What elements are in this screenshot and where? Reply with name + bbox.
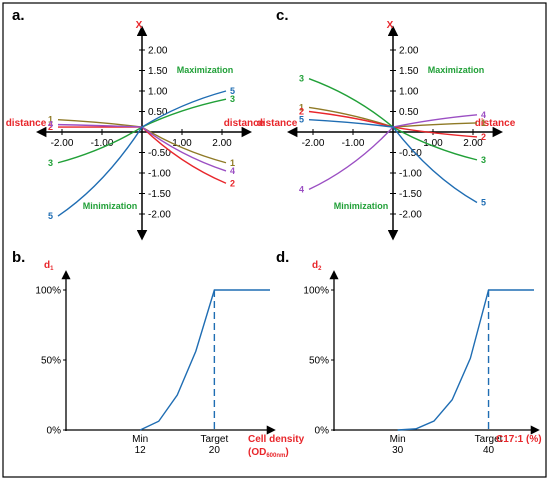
panel-c-ytick-label: -0.50 <box>399 148 422 159</box>
panel-d-ylabel-sub: 2 <box>318 266 322 272</box>
panel-c-xtick-label: -1.00 <box>342 138 365 149</box>
panel-d-category-value: 30 <box>392 445 404 456</box>
panel-a-ytick-label: 1.50 <box>148 66 168 77</box>
panel-c-series-1-end-label: 1 <box>481 118 486 128</box>
panel-c-ytick-label: 1.50 <box>399 66 419 77</box>
panel-a-xtick-label: 1.00 <box>172 138 192 149</box>
panel-c-series-5-start-label: 5 <box>299 115 304 125</box>
panel-a-series-5-end-label: 5 <box>230 86 235 96</box>
panel-b-xlabel-close: ) <box>285 447 288 458</box>
panel-a-series-2-start-label: 2 <box>48 122 53 132</box>
panel-b-xlabel: Cell density <box>248 434 305 445</box>
panel-d-ytick-label: 100% <box>303 286 329 297</box>
panel-d-category-value: 40 <box>483 445 495 456</box>
panel-a-xlabel-left: distance <box>6 118 47 129</box>
panel-a-xlabel-right: distance <box>224 118 265 129</box>
panel-c-series-3-end-label: 3 <box>481 155 486 165</box>
panel-c-series-4-start-label: 4 <box>299 184 304 194</box>
panel-b-ylabel-sub: 1 <box>50 266 54 272</box>
panel-c-ytick-label: 2.00 <box>399 46 419 57</box>
panel-b-category-label: Min <box>132 434 148 445</box>
panel-a-series-1-start-label: 1 <box>48 115 53 125</box>
panel-b-category-label: Target <box>200 434 228 445</box>
panel-b-letter: b. <box>12 249 25 266</box>
panel-c-xtick-label: 2.00 <box>463 138 483 149</box>
panel-c-series-2-start-label: 2 <box>299 107 304 117</box>
panel-c-ytick-label: -1.50 <box>399 189 422 200</box>
panel-d-letter: d. <box>276 249 289 266</box>
panel-c-xlabel-right: distance <box>475 118 516 129</box>
panel-b-ylabel: d1 <box>44 260 54 272</box>
panel-b-xlabel-sub: 600nm <box>266 453 285 459</box>
panel-a-ytick-label: -1.50 <box>148 189 171 200</box>
panel-d-xlabel: C17:1 (%) <box>496 434 542 445</box>
panel-c-series-4-end-label: 4 <box>481 110 486 120</box>
panel-a-letter: a. <box>12 7 25 24</box>
panel-c-series-3-start-label: 3 <box>299 74 304 84</box>
panel-b-ytick-label: 50% <box>41 356 61 367</box>
panel-c-ytick-label: -2.00 <box>399 210 422 221</box>
panel-c-ytick-label: -1.00 <box>399 169 422 180</box>
panel-a-xtick-label: 2.00 <box>212 138 232 149</box>
panel-c-ytick-label: 1.00 <box>399 87 419 98</box>
panel-b-ytick-label: 0% <box>47 426 62 437</box>
panel-b-desirability-line <box>139 289 270 431</box>
panel-c-series-2-end-label: 2 <box>481 132 486 142</box>
panel-d-ytick-label: 0% <box>315 426 330 437</box>
panel-c-ytick-label: 0.50 <box>399 107 419 118</box>
panel-a-series-2-end-label: 2 <box>230 178 235 188</box>
panel-a-ytick-label: -2.00 <box>148 210 171 221</box>
panel-c-series-5-line <box>308 119 478 204</box>
panel-a-series-1-end-label: 1 <box>230 158 235 168</box>
panel-a-xtick-label: -1.00 <box>91 138 114 149</box>
panel-c-series-5-end-label: 5 <box>481 198 486 208</box>
panel-a-ytick-label: 1.00 <box>148 87 168 98</box>
panel-b-category-value: 20 <box>209 445 221 456</box>
panel-c-xlabel-left: distance <box>257 118 298 129</box>
panel-a-ytick-label: -1.00 <box>148 169 171 180</box>
panel-a-annotation-top: Maximization <box>177 65 234 75</box>
panel-a-series-5-start-label: 5 <box>48 211 53 221</box>
panel-d-ylabel: d2 <box>312 260 322 272</box>
panel-b-ytick-label: 100% <box>35 286 61 297</box>
panel-a-series-4-start-label: 4 <box>48 120 53 130</box>
panel-a-series-3-start-label: 3 <box>48 158 53 168</box>
panel-c-xtick-label: 1.00 <box>423 138 443 149</box>
panel-c-annotation-bottom: Minimization <box>334 201 389 211</box>
panel-c-annotation-top: Maximization <box>428 65 485 75</box>
panel-a-ytick-label: 2.00 <box>148 46 168 57</box>
panel-a-ytick-label: 0.50 <box>148 107 168 118</box>
panel-d-ytick-label: 50% <box>309 356 329 367</box>
panel-b-category-value: 12 <box>135 445 147 456</box>
panel-c-xtick-label: -2.00 <box>302 138 325 149</box>
panel-a-ylabel: X <box>136 20 143 31</box>
panel-a-annotation-bottom: Minimization <box>83 201 138 211</box>
panel-c-letter: c. <box>276 7 289 24</box>
panel-a-series-5-line <box>57 90 227 217</box>
panel-a-series-4-end-label: 4 <box>230 166 235 176</box>
panel-a-ytick-label: -0.50 <box>148 148 171 159</box>
panel-d-category-label: Target <box>475 434 503 445</box>
panel-a-series-3-end-label: 3 <box>230 94 235 104</box>
panel-d-category-label: Min <box>390 434 406 445</box>
panel-c-ylabel: X <box>387 20 394 31</box>
panel-a-xtick-label: -2.00 <box>51 138 74 149</box>
panel-c-series-1-start-label: 1 <box>299 102 304 112</box>
